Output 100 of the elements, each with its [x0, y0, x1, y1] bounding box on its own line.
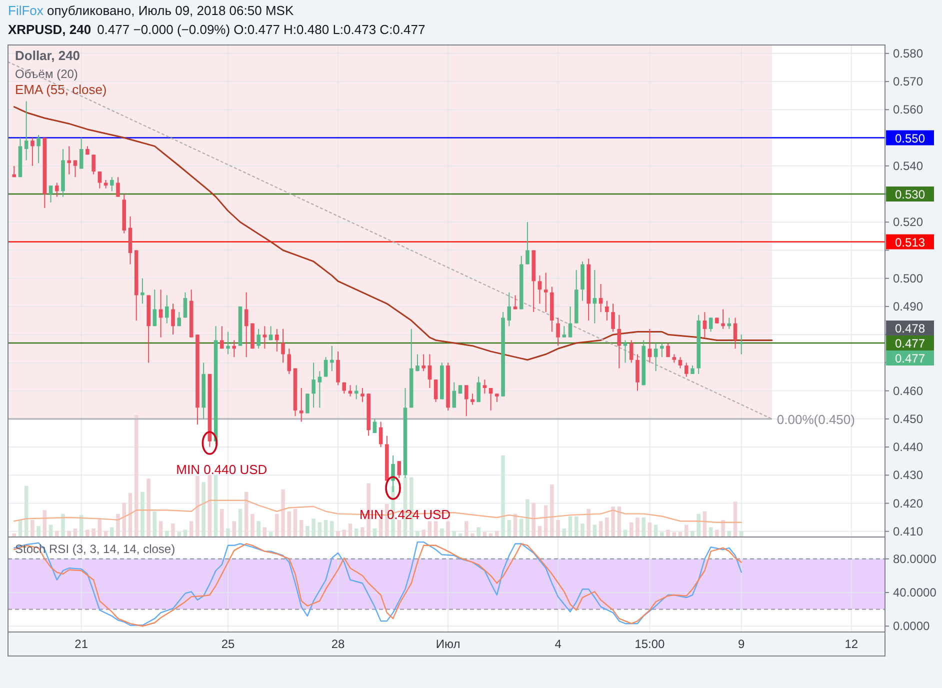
- candlestick: [92, 154, 96, 175]
- y-tick-label: 0.580: [893, 46, 924, 60]
- candlestick: [708, 317, 713, 332]
- candlestick: [482, 379, 487, 394]
- bar: [434, 521, 438, 537]
- bar: [690, 530, 694, 537]
- candlestick: [721, 308, 725, 330]
- bar: [507, 520, 512, 537]
- candlestick: [171, 303, 175, 336]
- bar: [256, 521, 260, 537]
- chart-subtitle: 0.477 −0.000 (−0.09%) O:0.477 H:0.480 L:0.473 C:0.477: [97, 22, 426, 37]
- bar: [580, 524, 584, 537]
- x-tick-label: 21: [74, 637, 88, 651]
- bar: [293, 508, 298, 537]
- candlestick: [98, 171, 102, 189]
- candlestick: [397, 460, 402, 478]
- chart-title: Объём (20): [15, 67, 78, 81]
- bar: [452, 530, 456, 537]
- bar: [519, 518, 524, 537]
- candlestick: [36, 134, 40, 164]
- text: FilFox опубликовано, Июль 09, 2018 06:50 MSK: [8, 3, 294, 18]
- bar: [330, 521, 334, 537]
- candlestick: [556, 317, 560, 346]
- candlestick: [372, 418, 377, 434]
- candlestick: [702, 312, 707, 338]
- y-tick-label: 0.570: [893, 74, 924, 89]
- bar: [122, 502, 126, 537]
- candlestick: [318, 370, 322, 408]
- bar: [54, 530, 59, 537]
- y-tick-label: 0.420: [893, 496, 924, 510]
- candlestick: [281, 328, 285, 364]
- x-tick-label: 9: [738, 637, 746, 651]
- ref-line-label: 0.00%(0.450): [776, 412, 855, 427]
- candlestick: [30, 137, 34, 166]
- bar: [446, 521, 450, 537]
- candlestick: [654, 342, 658, 372]
- bar: [416, 530, 420, 537]
- y-tick-label: 0.410: [893, 524, 924, 538]
- candlestick: [660, 342, 664, 358]
- candlestick: [428, 354, 432, 388]
- candlestick: [287, 348, 292, 374]
- chart-title: XRPUSD, 240: [8, 22, 92, 37]
- candlestick: [177, 312, 182, 327]
- candlestick: [360, 387, 364, 403]
- bar: [86, 530, 90, 537]
- bar: [61, 514, 65, 537]
- candlestick: [336, 350, 340, 386]
- line-series: [13, 106, 773, 361]
- ref-line-label: 0.550: [894, 131, 926, 146]
- bar: [312, 518, 316, 537]
- bar: [306, 526, 310, 537]
- bar: [36, 526, 40, 537]
- x-tick-label: 25: [221, 637, 236, 651]
- bar: [342, 530, 346, 537]
- bar: [611, 506, 615, 537]
- candlestick: [666, 342, 670, 358]
- candlestick: [262, 326, 267, 350]
- bar: [250, 514, 254, 537]
- bar: [378, 518, 383, 537]
- candlestick: [488, 387, 493, 411]
- candlestick: [452, 382, 456, 408]
- candlestick: [470, 393, 474, 406]
- x-tick-label: 28: [331, 637, 346, 651]
- bar: [238, 508, 242, 537]
- bar: [666, 530, 670, 537]
- bar: [598, 521, 603, 537]
- x-tick-label: 15:00: [634, 637, 666, 651]
- y-tick-label: 0.540: [893, 158, 924, 173]
- candlestick: [54, 182, 59, 198]
- y-tick-label: 0.430: [893, 468, 924, 482]
- candlestick: [140, 278, 144, 304]
- bar: [642, 517, 646, 537]
- bar: [152, 511, 157, 537]
- ref-line-label: 0.530: [894, 188, 926, 202]
- candlestick: [544, 272, 548, 313]
- y-tick-label: 80.0000: [893, 552, 937, 566]
- bar: [202, 482, 206, 537]
- annotation: MIN 0.424 USD: [360, 507, 451, 522]
- text: 0.477: [894, 352, 926, 366]
- candlestick: [312, 362, 316, 408]
- bar: [134, 415, 138, 537]
- series-label: EMA (55, close): [15, 82, 107, 97]
- bar: [336, 530, 340, 537]
- candlestick: [48, 185, 53, 203]
- bar: [220, 508, 224, 537]
- candlestick: [226, 331, 230, 355]
- bar: [574, 516, 578, 537]
- bar: [30, 520, 34, 537]
- bar: [660, 532, 664, 537]
- bar: [696, 514, 700, 537]
- candlestick: [733, 317, 738, 350]
- y-tick-label: 0.460: [893, 384, 924, 398]
- candlestick: [611, 303, 615, 332]
- candlestick: [116, 176, 120, 198]
- bar: [636, 517, 640, 537]
- candlestick: [476, 376, 480, 403]
- bar: [464, 521, 468, 537]
- candlestick: [562, 326, 566, 338]
- bar: [196, 476, 200, 537]
- bar: [360, 527, 364, 537]
